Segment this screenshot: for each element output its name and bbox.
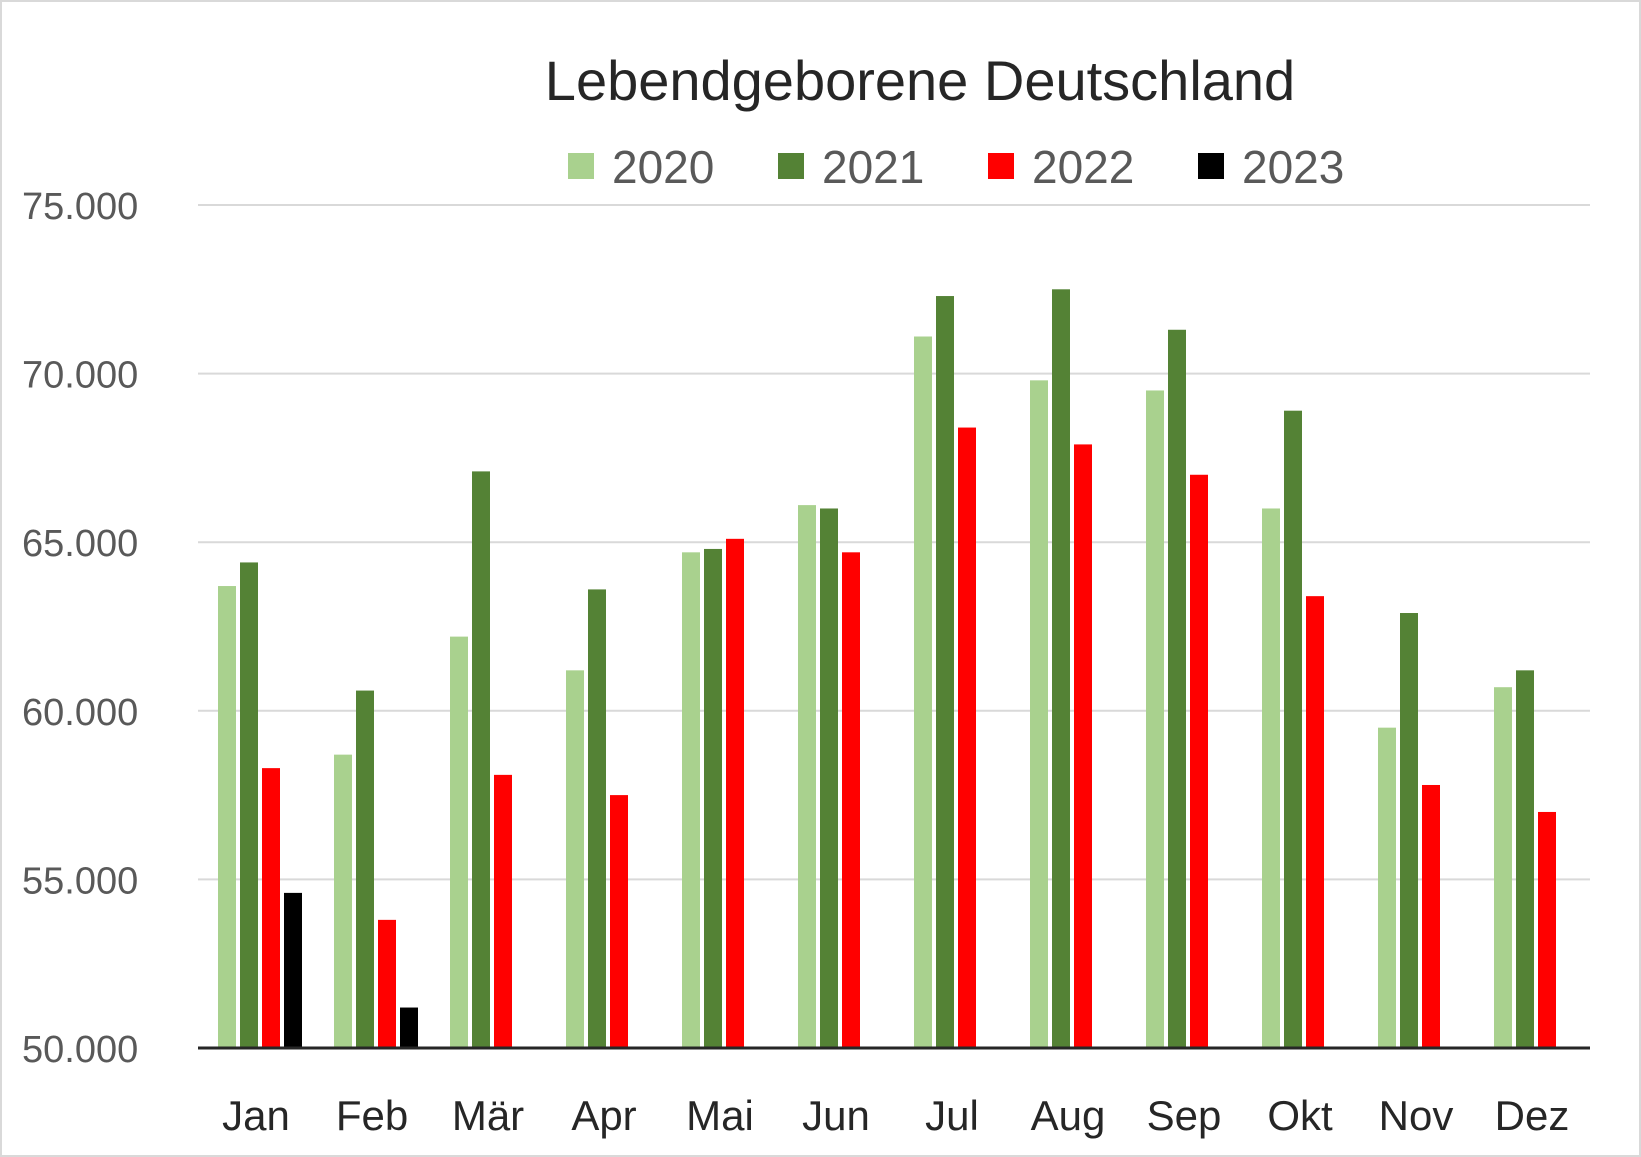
bar-2022-Aug: [1074, 444, 1092, 1048]
bar-2020-Sep: [1146, 390, 1164, 1049]
bar-2020-Jul: [914, 336, 932, 1048]
bar-2020-Dez: [1494, 687, 1512, 1048]
bar-2020-Nov: [1378, 727, 1396, 1048]
bar-2021-Apr: [588, 589, 606, 1048]
x-tick-label: Sep: [1147, 1092, 1222, 1139]
bar-2022-Jun: [842, 552, 860, 1048]
bar-2021-Aug: [1052, 289, 1070, 1048]
x-tick-label: Jul: [925, 1092, 979, 1139]
x-tick-label: Mai: [686, 1092, 754, 1139]
bar-2021-Mär: [472, 471, 490, 1048]
bar-2020-Aug: [1030, 380, 1048, 1048]
bars: [218, 289, 1556, 1049]
bar-2022-Dez: [1538, 811, 1556, 1048]
x-tick-label: Apr: [571, 1092, 636, 1139]
x-tick-label: Nov: [1379, 1092, 1454, 1139]
x-tick-label: Jan: [222, 1092, 290, 1139]
bar-2023-Feb: [400, 1007, 418, 1048]
legend-label-2022: 2022: [1032, 141, 1134, 193]
x-axis: Jan Feb Mär Apr Mai Jun Jul Aug Sep Okt Nov Dez: [198, 1046, 1590, 1139]
bar-2022-Apr: [610, 795, 628, 1048]
bar-2023-Jan: [284, 892, 302, 1048]
bar-2022-Sep: [1190, 474, 1208, 1048]
bar-2021-Nov: [1400, 613, 1418, 1048]
y-tick-label: 60.000: [22, 692, 138, 734]
bar-2020-Jan: [218, 586, 236, 1048]
bar-2022-Jul: [958, 427, 976, 1048]
legend-label-2023: 2023: [1242, 141, 1344, 193]
y-tick-label: 75.000: [22, 186, 138, 228]
bar-2022-Mär: [494, 774, 512, 1048]
bar-2020-Jun: [798, 505, 816, 1048]
bar-2020-Mai: [682, 552, 700, 1048]
bar-2022-Nov: [1422, 784, 1440, 1048]
legend: 2020 2021 2022 2023: [568, 141, 1344, 193]
legend-label-2021: 2021: [822, 141, 924, 193]
y-tick-label: 50.000: [22, 1029, 138, 1071]
legend-swatch-2023: [1198, 153, 1224, 179]
y-axis: 50.000 55.000 60.000 65.000 70.000 75.000: [22, 186, 138, 1071]
x-tick-label: Feb: [336, 1092, 408, 1139]
bar-2021-Okt: [1284, 410, 1302, 1048]
legend-swatch-2022: [988, 153, 1014, 179]
bar-2022-Okt: [1306, 596, 1324, 1048]
bar-2021-Sep: [1168, 329, 1186, 1048]
x-tick-label: Aug: [1031, 1092, 1106, 1139]
bar-2021-Feb: [356, 690, 374, 1048]
x-tick-label: Dez: [1495, 1092, 1570, 1139]
bar-2022-Mai: [726, 538, 744, 1048]
legend-swatch-2020: [568, 153, 594, 179]
bar-2021-Jan: [240, 562, 258, 1048]
bar-2020-Feb: [334, 754, 352, 1048]
bar-2020-Okt: [1262, 508, 1280, 1049]
legend-label-2020: 2020: [612, 141, 714, 193]
bar-2020-Mär: [450, 636, 468, 1048]
x-tick-label: Mär: [452, 1092, 524, 1139]
bar-2021-Dez: [1516, 670, 1534, 1048]
bar-2020-Apr: [566, 670, 584, 1048]
bar-2021-Jun: [820, 508, 838, 1049]
x-tick-label: Jun: [802, 1092, 870, 1139]
bar-2022-Jan: [262, 768, 280, 1048]
legend-swatch-2021: [778, 153, 804, 179]
bar-2022-Feb: [378, 919, 396, 1048]
x-tick-label: Okt: [1267, 1092, 1333, 1139]
y-tick-label: 55.000: [22, 860, 138, 902]
y-tick-label: 65.000: [22, 523, 138, 565]
bar-2021-Jul: [936, 296, 954, 1048]
gridlines: [198, 204, 1590, 881]
chart-title: Lebendgeborene Deutschland: [545, 49, 1295, 112]
bar-2021-Mai: [704, 548, 722, 1048]
y-tick-label: 70.000: [22, 355, 138, 397]
